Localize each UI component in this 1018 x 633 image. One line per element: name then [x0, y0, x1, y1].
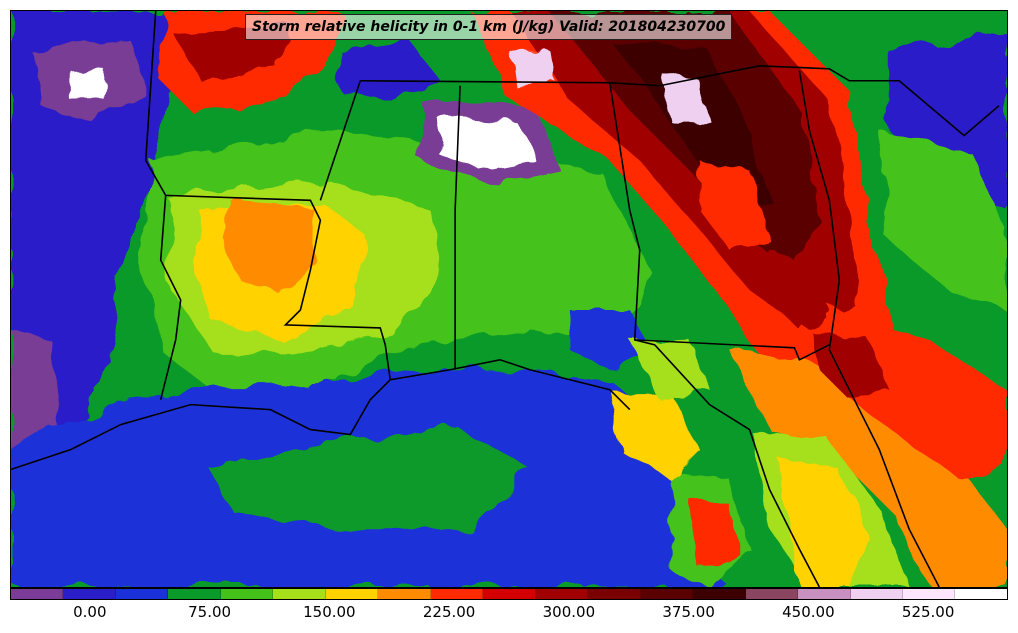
- colorbar-tick-label: 375.00: [662, 603, 715, 621]
- colorbar-segment: [115, 589, 169, 599]
- colorbar-segment: [378, 589, 431, 599]
- map-canvas: [11, 11, 1007, 587]
- colorbar-tick-label: 150.00: [303, 603, 356, 621]
- colorbar-segment: [902, 589, 956, 599]
- colorbar-segment: [798, 589, 851, 599]
- colorbar-segment: [220, 589, 274, 599]
- colorbar-tick-label: 525.00: [901, 603, 955, 621]
- colorbar-segment: [693, 589, 746, 599]
- colorbar-segment: [535, 589, 589, 599]
- colorbar-segment: [745, 589, 799, 599]
- colorbar-segment: [430, 589, 484, 599]
- colorbar-tick-label: 450.00: [782, 603, 835, 621]
- helicity-field: [11, 11, 1007, 587]
- helicity-map: [10, 10, 1008, 588]
- colorbar-segment: [63, 589, 116, 599]
- colorbar: [10, 588, 1008, 600]
- colorbar-tick-label: 0.00: [73, 603, 107, 621]
- colorbar-segment: [168, 589, 221, 599]
- colorbar-tick-label: 300.00: [542, 603, 596, 621]
- colorbar-segment: [483, 589, 536, 599]
- state-boundaries: [11, 11, 1000, 587]
- colorbar-segment: [588, 589, 641, 599]
- colorbar-tick-label: 75.00: [188, 603, 232, 621]
- colorbar-segment: [11, 589, 64, 599]
- colorbar-segment: [273, 589, 326, 599]
- colorbar-segment: [955, 589, 1007, 599]
- colorbar-tick-label: 225.00: [422, 603, 476, 621]
- colorbar-segment: [325, 589, 379, 599]
- map-title-box: Storm relative helicity in 0-1 km (J/kg)…: [245, 14, 733, 40]
- colorbar-segment: [850, 589, 903, 599]
- colorbar-labels: 0.00 75.00 150.00 225.00 300.00 375.00 450.00 5…: [10, 601, 1008, 629]
- map-title: Storm relative helicity in 0-1 km (J/kg)…: [252, 19, 726, 35]
- colorbar-segment: [640, 589, 694, 599]
